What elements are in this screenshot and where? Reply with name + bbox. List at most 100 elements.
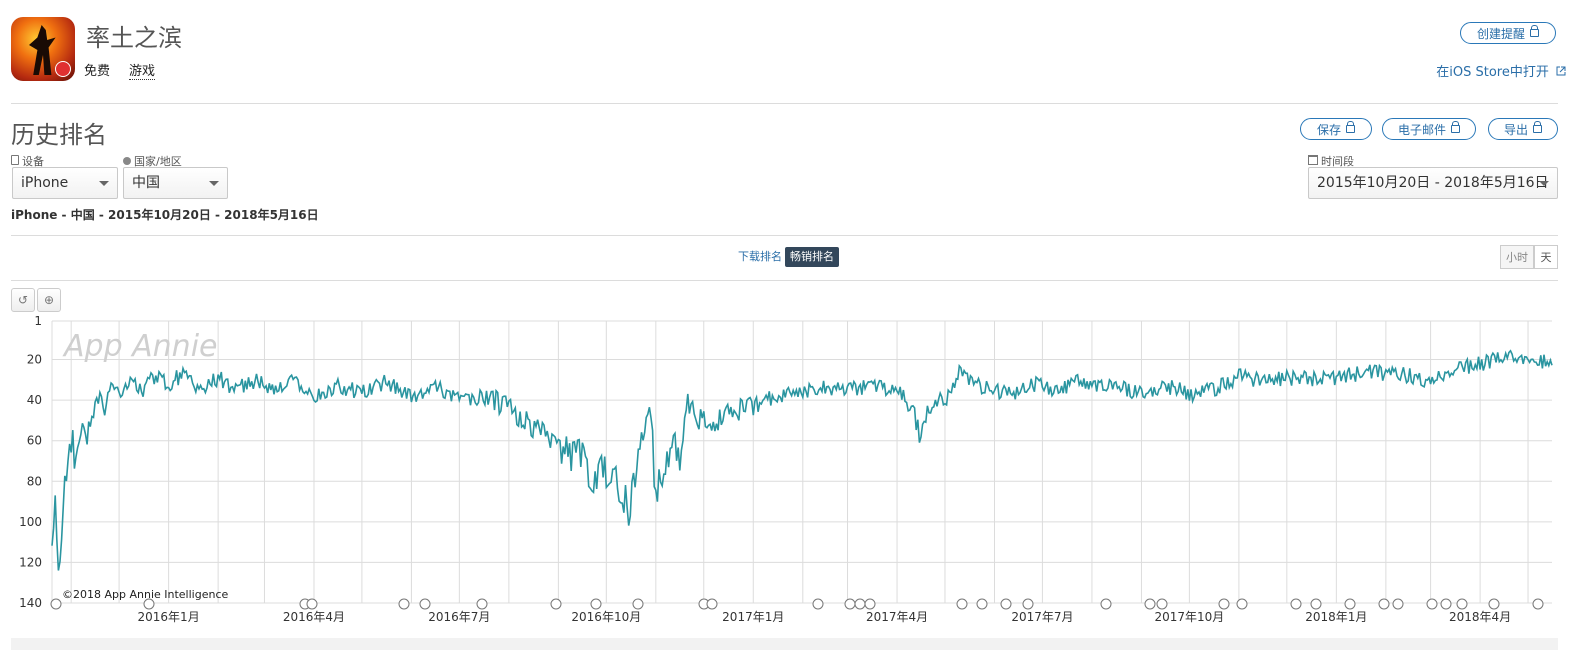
x-tick-label: 2016年10月 xyxy=(571,610,641,624)
y-tick-label: 120 xyxy=(19,555,42,569)
chart-watermark: App Annie xyxy=(62,329,218,364)
y-tick-label: 100 xyxy=(19,515,42,529)
event-marker-icon[interactable] xyxy=(1218,598,1230,610)
chevron-down-icon xyxy=(1539,181,1549,186)
create-alert-label: 创建提醒 xyxy=(1476,27,1525,41)
y-tick-label: 140 xyxy=(19,596,42,610)
event-marker-icon[interactable] xyxy=(812,598,824,610)
event-marker-icon[interactable] xyxy=(50,598,62,610)
event-marker-icon[interactable] xyxy=(1100,598,1112,610)
lock-icon xyxy=(1451,121,1460,133)
x-tick-label: 2017年7月 xyxy=(1011,610,1073,624)
undo-icon: ↺ xyxy=(17,293,29,307)
device-filter-label: 设备 xyxy=(11,153,44,169)
event-marker-icon[interactable] xyxy=(476,598,488,610)
open-ios-store-link[interactable]: 在iOS Store中打开 xyxy=(1436,61,1566,80)
bottom-bar xyxy=(11,638,1558,650)
globe-icon xyxy=(123,157,131,165)
y-tick-label: 20 xyxy=(27,353,42,367)
filters-divider xyxy=(11,235,1558,236)
zoom-button[interactable]: ⊕ xyxy=(37,288,61,312)
app-title: 率土之滨 xyxy=(86,24,182,52)
event-marker-icon[interactable] xyxy=(1392,598,1404,610)
event-marker-icon[interactable] xyxy=(1236,598,1248,610)
zoom-in-icon: ⊕ xyxy=(43,293,55,307)
event-marker-icon[interactable] xyxy=(1532,598,1544,610)
x-tick-label: 2016年4月 xyxy=(283,610,345,624)
event-marker-icon[interactable] xyxy=(956,598,968,610)
event-marker-icon[interactable] xyxy=(1456,598,1468,610)
period-select-value: 2015年10月20日 - 2018年5月16日 xyxy=(1317,175,1549,191)
event-marker-icon[interactable] xyxy=(143,598,155,610)
period-filter-label: 时间段 xyxy=(1308,153,1354,169)
granularity-hour-button[interactable]: 小时 xyxy=(1500,245,1534,269)
external-link-icon xyxy=(1556,66,1566,76)
event-marker-icon[interactable] xyxy=(550,598,562,610)
netease-badge-icon xyxy=(55,61,71,77)
event-marker-icon[interactable] xyxy=(1378,598,1390,610)
period-select[interactable]: 2015年10月20日 - 2018年5月16日 xyxy=(1308,167,1558,199)
event-marker-icon[interactable] xyxy=(1488,598,1500,610)
email-label: 电子邮件 xyxy=(1397,123,1446,137)
y-tick-label: 1 xyxy=(34,314,42,328)
x-axis-ticks: 2016年1月 2016年4月 2016年7月 2016年10月 2017年1月 2017… xyxy=(138,610,1512,624)
country-select[interactable]: 中国 xyxy=(123,167,228,199)
x-tick-label: 2017年4月 xyxy=(866,610,928,624)
event-marker-icon[interactable] xyxy=(306,598,318,610)
event-marker-icon[interactable] xyxy=(1310,598,1322,610)
phone-icon xyxy=(11,155,19,165)
event-marker-icon[interactable] xyxy=(590,598,602,610)
y-tick-label: 80 xyxy=(27,474,42,488)
export-button[interactable]: 导出 xyxy=(1488,118,1558,140)
event-marker-icon[interactable] xyxy=(844,598,856,610)
open-ios-store-label: 在iOS Store中打开 xyxy=(1436,65,1549,80)
x-tick-label: 2016年1月 xyxy=(138,610,200,624)
header-divider xyxy=(11,103,1558,104)
granularity-day-button[interactable]: 天 xyxy=(1534,245,1558,269)
x-tick-label: 2018年1月 xyxy=(1305,610,1367,624)
device-select[interactable]: iPhone xyxy=(12,167,118,199)
save-label: 保存 xyxy=(1316,123,1341,137)
chevron-down-icon xyxy=(209,181,219,186)
chevron-down-icon xyxy=(99,181,109,186)
reset-zoom-button[interactable]: ↺ xyxy=(11,288,35,312)
event-marker-icon[interactable] xyxy=(1022,598,1034,610)
chart-copyright: ©2018 App Annie Intelligence xyxy=(62,588,229,601)
event-marker-icon[interactable] xyxy=(1426,598,1438,610)
event-marker-icon[interactable] xyxy=(1290,598,1302,610)
device-select-value: iPhone xyxy=(21,175,69,191)
event-marker-icon[interactable] xyxy=(419,598,431,610)
country-filter-label: 国家/地区 xyxy=(123,153,182,169)
tab-grossing-rank[interactable]: 畅销排名 xyxy=(785,247,839,267)
tabs-divider xyxy=(11,280,1558,281)
app-category-link[interactable]: 游戏 xyxy=(129,60,156,80)
tab-download-rank[interactable]: 下载排名 xyxy=(738,250,782,263)
filter-summary: iPhone - 中国 - 2015年10月20日 - 2018年5月16日 xyxy=(11,208,319,222)
country-select-value: 中国 xyxy=(132,175,160,191)
email-button[interactable]: 电子邮件 xyxy=(1382,118,1476,140)
event-marker-icon[interactable] xyxy=(1156,598,1168,610)
event-marker-icon[interactable] xyxy=(864,598,876,610)
create-alert-button[interactable]: 创建提醒 xyxy=(1460,22,1556,44)
x-tick-label: 2018年4月 xyxy=(1449,610,1511,624)
event-marker-icon[interactable] xyxy=(1344,598,1356,610)
event-marker-icon[interactable] xyxy=(1440,598,1452,610)
calendar-icon xyxy=(1308,155,1318,165)
event-marker-icon[interactable] xyxy=(976,598,988,610)
event-marker-icon[interactable] xyxy=(1000,598,1012,610)
chart-grid xyxy=(51,320,1552,604)
event-marker-icon[interactable] xyxy=(706,598,718,610)
event-marker-icon[interactable] xyxy=(1144,598,1156,610)
x-tick-label: 2017年10月 xyxy=(1154,610,1224,624)
event-marker-icon[interactable] xyxy=(854,598,866,610)
event-marker-icon[interactable] xyxy=(632,598,644,610)
save-button[interactable]: 保存 xyxy=(1300,118,1372,140)
x-tick-label: 2016年7月 xyxy=(428,610,490,624)
event-marker-icon[interactable] xyxy=(398,598,410,610)
section-title: 历史排名 xyxy=(11,121,107,149)
lock-icon xyxy=(1533,121,1542,133)
y-tick-label: 40 xyxy=(27,393,42,407)
x-tick-label: 2017年1月 xyxy=(722,610,784,624)
